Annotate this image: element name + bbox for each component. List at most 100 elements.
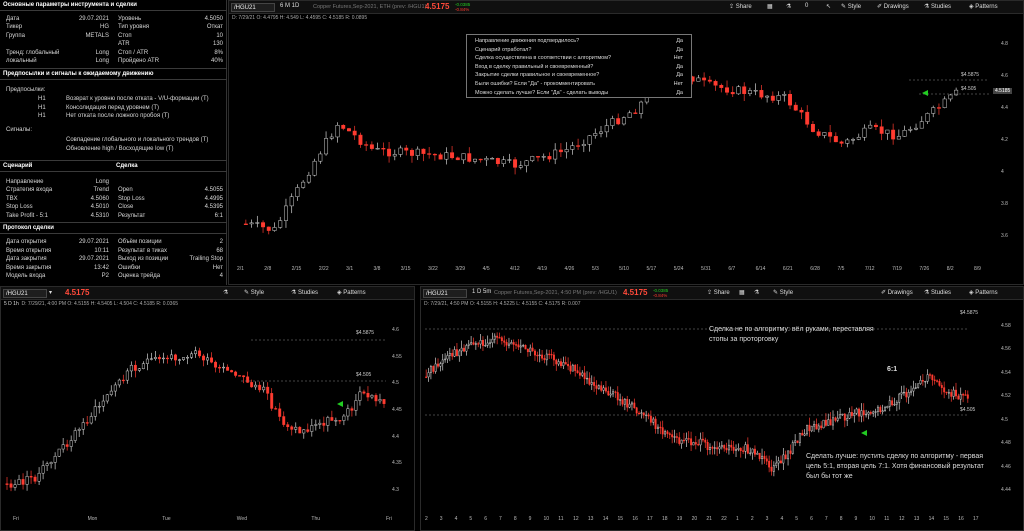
- flask-button[interactable]: ⚗: [223, 289, 228, 296]
- share-button[interactable]: ⇪ Share: [729, 3, 752, 10]
- grid-button[interactable]: ▦: [739, 289, 745, 296]
- five-minute-candle-chart[interactable]: [421, 309, 1023, 515]
- flask-button[interactable]: ⚗: [786, 3, 791, 10]
- symbol-field[interactable]: /HGU21: [231, 3, 275, 12]
- candle-body: [358, 391, 362, 401]
- protocol-label: Время открытия: [6, 247, 52, 254]
- candle-body: [664, 431, 667, 435]
- candle-body: [730, 444, 733, 448]
- studies-button[interactable]: ⚗ Studies: [924, 289, 951, 296]
- timeframe-selector[interactable]: ▾: [49, 290, 53, 296]
- patterns-button[interactable]: ◈ Patterns: [969, 289, 998, 296]
- candle-body: [947, 392, 950, 394]
- candle-body: [891, 129, 896, 140]
- hourly-candle-chart[interactable]: [1, 309, 414, 515]
- prereq-item: Консолидация перед уровнем (T): [66, 104, 160, 111]
- daily-candle-chart[interactable]: [229, 23, 1023, 263]
- candle-body: [536, 354, 539, 357]
- candle-body: [214, 361, 218, 368]
- candle-body: [735, 449, 737, 451]
- x-axis-label: 4/5: [482, 266, 490, 272]
- candle-body: [249, 222, 254, 225]
- candle-body: [642, 412, 645, 416]
- checklist-question: Сделка осуществлена в соответствии с алг…: [475, 55, 612, 62]
- x-axis-label: 5/3: [591, 266, 599, 272]
- share-button[interactable]: ⇪ Share: [707, 289, 730, 296]
- candle-body: [720, 445, 723, 448]
- candle-body: [921, 380, 924, 382]
- x-axis-label: 6/7: [728, 266, 736, 272]
- symbol-field[interactable]: /HGU21: [3, 289, 47, 298]
- scenario-label: Направление: [6, 179, 44, 185]
- candle-body: [649, 415, 652, 423]
- candle-body: [375, 148, 380, 150]
- candle-body: [432, 366, 435, 372]
- protocol-value: Trailing Stop: [189, 256, 223, 263]
- x-axis-label: 19: [676, 516, 683, 522]
- symbol-field[interactable]: /HGU21: [423, 289, 467, 298]
- candle-body: [858, 408, 860, 417]
- candle-body: [522, 345, 525, 347]
- candle-body: [597, 385, 600, 389]
- trade-label: Результат: [118, 212, 146, 219]
- x-axis-label: 5/10: [619, 266, 629, 272]
- candle-body: [791, 442, 794, 454]
- flask-button[interactable]: ⚗: [754, 289, 759, 296]
- y-axis-label: 4.4: [392, 433, 399, 440]
- candle-body: [938, 380, 941, 386]
- candle-body: [392, 154, 397, 157]
- main-chart-panel[interactable]: /HGU21 6 M 1D Copper Futures,Sep-2021, E…: [228, 0, 1024, 285]
- candle-body: [518, 165, 523, 168]
- candle-body: [470, 342, 473, 345]
- candle-body: [917, 383, 920, 388]
- candle-body: [630, 402, 633, 405]
- protocol-label: Ошибки: [118, 264, 141, 271]
- grid-button[interactable]: ▦: [767, 3, 773, 10]
- params-section: Основные параметры инструмента и сделки …: [0, 0, 227, 68]
- five-minute-chart-panel[interactable]: /HGU21 1 D 5m Copper Futures,Sep-2021, 4…: [420, 286, 1024, 531]
- checklist-answer: Да: [676, 72, 683, 79]
- style-button[interactable]: ✎ Style: [773, 289, 793, 296]
- x-axis-label: 16: [958, 516, 964, 522]
- candle-body: [924, 380, 927, 383]
- timeframe-selector[interactable]: 6 M 1D: [280, 3, 300, 9]
- candle-body: [697, 443, 700, 446]
- candle-body: [581, 372, 584, 376]
- candle-body: [699, 438, 702, 446]
- timeframe-selector[interactable]: 1 D 5m: [472, 289, 492, 295]
- price-level-label: $4.5875: [961, 72, 980, 78]
- candle-body: [602, 387, 605, 391]
- checklist-question: Вход в сделку правильный и своевременный…: [475, 63, 594, 70]
- cursor-button[interactable]: ↖: [826, 3, 831, 10]
- patterns-button[interactable]: ◈ Patterns: [969, 3, 998, 10]
- candle-body: [129, 364, 133, 372]
- candle-body: [121, 379, 125, 382]
- patterns-label: Patterns: [975, 290, 998, 296]
- candle-body: [105, 394, 109, 402]
- candle-body: [718, 446, 721, 450]
- candle-body: [446, 355, 449, 360]
- candle-body: [833, 136, 838, 143]
- protocol-label: Дата открытия: [6, 239, 47, 245]
- param-label: Уровень: [118, 16, 142, 22]
- studies-button[interactable]: ⚗ Studies: [924, 3, 951, 10]
- patterns-button[interactable]: ◈ Patterns: [337, 289, 366, 296]
- candle-body: [557, 361, 560, 365]
- candle-body: [772, 465, 775, 472]
- candle-body: [706, 442, 709, 450]
- drawings-button[interactable]: ✐ Drawings: [881, 289, 913, 296]
- style-button[interactable]: ✎ Style: [244, 289, 264, 296]
- candle-body: [661, 427, 664, 435]
- studies-label: Studies: [298, 290, 319, 296]
- studies-button[interactable]: ⚗ Studies: [291, 289, 318, 296]
- candle-body: [498, 337, 501, 339]
- annotation-not-by-algorithm: Сделка не по алгоритму: вёл руками, пере…: [709, 326, 874, 343]
- candle-body: [876, 406, 879, 412]
- candle-body: [942, 98, 947, 108]
- params-title: Основные параметры инструмента и сделки: [0, 0, 227, 11]
- drawings-button[interactable]: ✐ Drawings: [877, 3, 909, 10]
- y-axis-label: 3.8: [1001, 201, 1008, 207]
- candle-body: [855, 408, 858, 414]
- style-button[interactable]: ✎ Style: [841, 3, 861, 10]
- hourly-chart-panel[interactable]: /HGU21 ▾ 4.5175 ⚗ ✎ Style ⚗ Studies ◈ Pa…: [0, 286, 415, 531]
